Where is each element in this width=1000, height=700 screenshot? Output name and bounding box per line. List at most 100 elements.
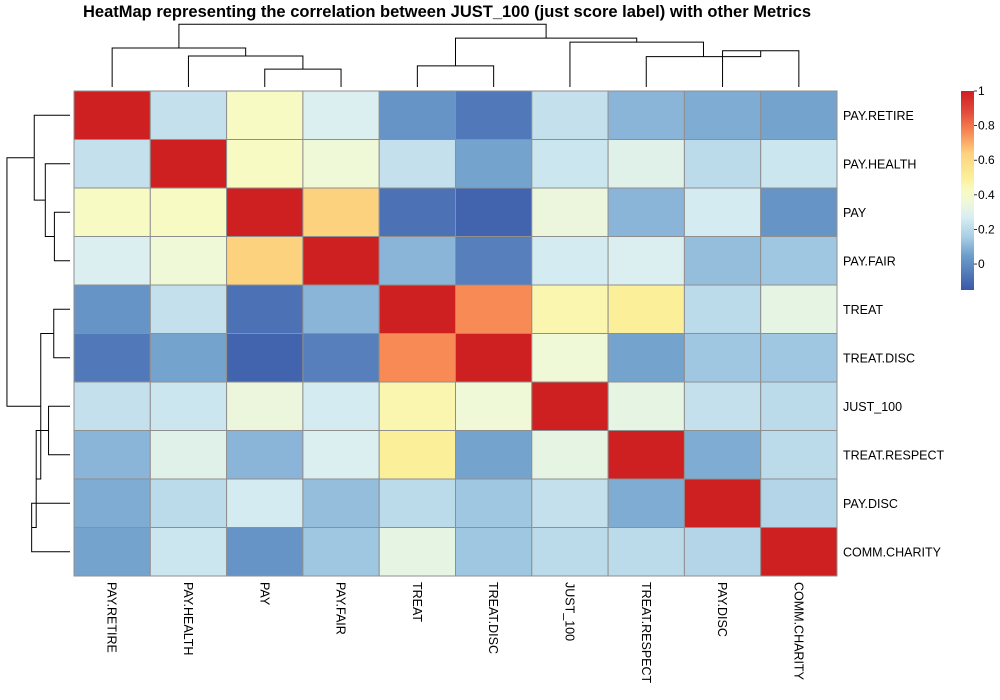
heatmap-cell [455, 478, 533, 528]
heatmap-cell [302, 381, 380, 431]
heatmap-cell [455, 187, 533, 237]
heatmap-cell [531, 430, 609, 480]
heatmap-cell [607, 236, 685, 286]
heatmap-cell [683, 381, 762, 431]
row-label: COMM.CHARITY [843, 545, 942, 559]
dendrogram-branch [53, 308, 70, 359]
heatmap-cell [73, 284, 151, 334]
heatmap-cell [302, 284, 380, 334]
row-label: PAY.HEALTH [843, 157, 916, 171]
dendrogram-branch [31, 502, 70, 553]
heatmap-cell [607, 430, 685, 480]
column-label: PAY.RETIRE [105, 582, 119, 653]
heatmap-cell [378, 139, 457, 189]
heatmap-cell [149, 284, 228, 334]
dendrogram-branch [111, 47, 247, 87]
row-label: JUST_100 [843, 400, 902, 414]
legend-color-bar [961, 91, 974, 290]
row-label: TREAT.DISC [843, 351, 915, 365]
column-dendrogram [111, 23, 800, 87]
heatmap-cell [531, 187, 609, 237]
heatmap-cell [607, 139, 685, 189]
color-legend: 1 0.8 0.6 0.4 0.2 0 [961, 84, 995, 290]
dendrogram-branch [264, 68, 342, 87]
dendrogram-branch [6, 157, 41, 407]
heatmap-cell [302, 236, 380, 286]
dendrogram-branch [569, 41, 704, 87]
dendrogram-branch [416, 65, 495, 87]
heatmap-cell [683, 187, 762, 237]
heatmap-cell [378, 333, 457, 383]
heatmap-cell [455, 527, 533, 577]
column-label: PAY.DISC [715, 582, 729, 637]
column-label: COMM.CHARITY [791, 582, 805, 681]
row-label: PAY.FAIR [843, 254, 896, 268]
dendrogram-branch [178, 23, 547, 49]
heatmap-cell [73, 90, 151, 140]
heatmap-cell [760, 187, 838, 237]
legend-tick-label: 0 [978, 257, 985, 271]
heatmap-cell [226, 333, 304, 383]
heatmap-cell [760, 90, 838, 140]
legend-tick-label: 0.6 [978, 153, 995, 167]
heatmap-cell [302, 430, 380, 480]
heatmap-cell [378, 430, 457, 480]
heatmap-cell [531, 381, 609, 431]
heatmap-cell [683, 478, 762, 528]
heatmap-cell [302, 333, 380, 383]
heatmap-cell [378, 381, 457, 431]
heatmap-cell [149, 187, 228, 237]
heatmap-cell [73, 236, 151, 286]
heatmap-cell [149, 236, 228, 286]
column-label: PAY.FAIR [334, 582, 348, 635]
heatmap-cell [760, 430, 838, 480]
heatmap-cell [226, 90, 304, 140]
heatmap-cell [531, 236, 609, 286]
dendrogram-branch [48, 405, 70, 456]
heatmap-cell [455, 139, 533, 189]
heatmap-cell [378, 236, 457, 286]
row-labels: PAY.RETIRE PAY.HEALTH PAY PAY.FAIR TREAT TREA… [843, 109, 945, 560]
dendrogram-branch [33, 114, 70, 201]
heatmap-cell [378, 90, 457, 140]
heatmap-cell [531, 333, 609, 383]
heatmap-cell [226, 430, 304, 480]
heatmap-cell [149, 527, 228, 577]
heatmap-cell [760, 527, 838, 577]
heatmap-cell [149, 333, 228, 383]
heatmap-cell [531, 478, 609, 528]
heatmap-cell [683, 333, 762, 383]
heatmap-cell [149, 478, 228, 528]
heatmap-cell [607, 187, 685, 237]
heatmap-cell [683, 284, 762, 334]
heatmap-cell [607, 333, 685, 383]
heatmap-cell [683, 430, 762, 480]
heatmap-cell [683, 236, 762, 286]
heatmap-cell [73, 430, 151, 480]
heatmap-cell [73, 381, 151, 431]
row-label: PAY.DISC [843, 497, 898, 511]
heatmap-cell [73, 187, 151, 237]
row-label: PAY [843, 206, 867, 220]
heatmap-cell [683, 139, 762, 189]
heatmap-cell [302, 90, 380, 140]
heatmap-cell [607, 284, 685, 334]
heatmap-cell [226, 139, 304, 189]
heatmap-cell [302, 139, 380, 189]
chart-title: HeatMap representing the correlation bet… [83, 3, 811, 21]
row-label: TREAT.RESPECT [843, 448, 945, 462]
heatmap-cell [226, 527, 304, 577]
heatmap-cell [302, 527, 380, 577]
heatmap-cell [607, 478, 685, 528]
column-label: TREAT.DISC [486, 582, 500, 654]
heatmap-cell [455, 430, 533, 480]
heatmap-cell [607, 527, 685, 577]
column-label: TREAT.RESPECT [639, 582, 653, 684]
heatmap-cell [760, 236, 838, 286]
heatmap-cell [760, 478, 838, 528]
heatmap-cell [73, 139, 151, 189]
heatmap-cell [302, 187, 380, 237]
heatmap-cell [607, 90, 685, 140]
heatmap-cell [149, 430, 228, 480]
